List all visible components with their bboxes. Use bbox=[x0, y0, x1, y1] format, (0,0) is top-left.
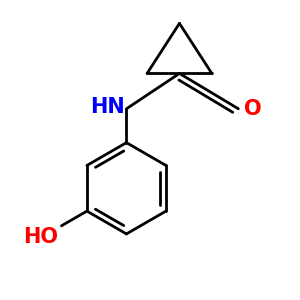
Text: HO: HO bbox=[23, 227, 58, 247]
Text: HN: HN bbox=[90, 97, 125, 117]
Text: O: O bbox=[244, 99, 261, 119]
